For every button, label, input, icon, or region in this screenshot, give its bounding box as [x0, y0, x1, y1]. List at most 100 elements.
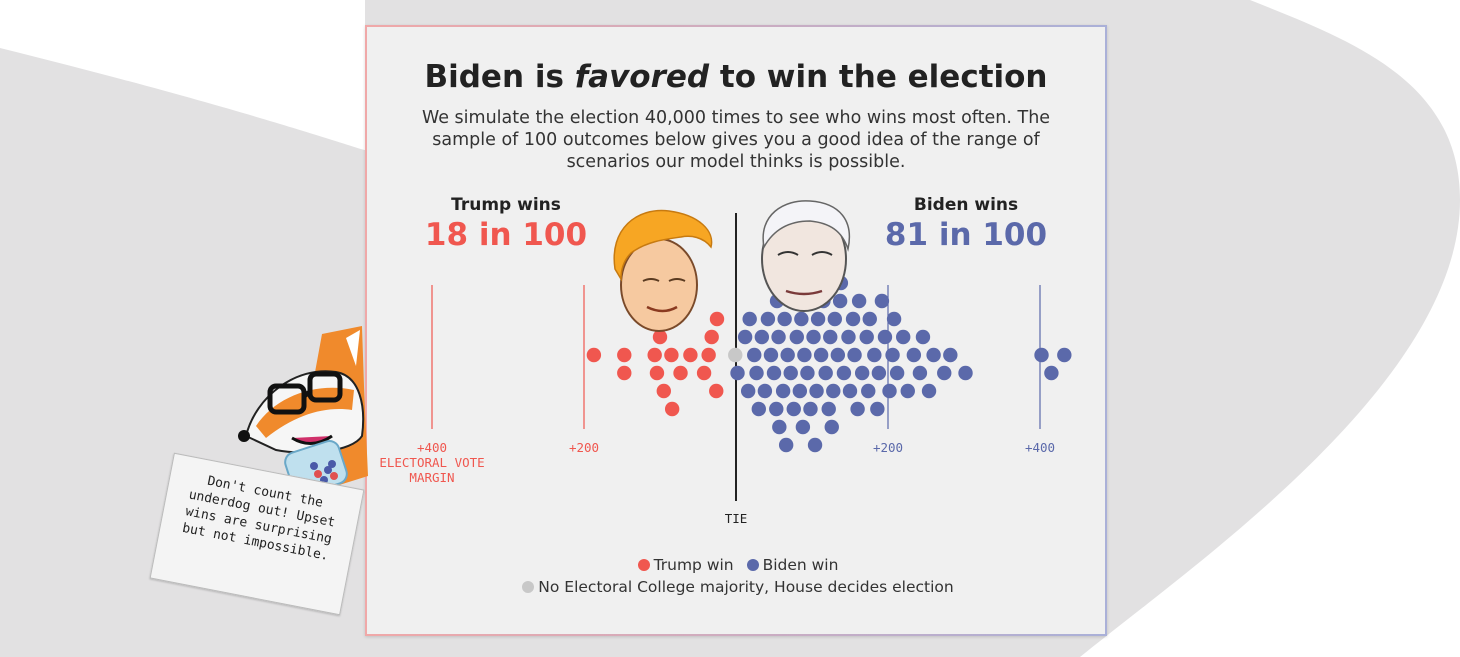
trump-win-dot: [709, 311, 725, 327]
biden-win-dot: [794, 311, 809, 327]
biden-win-dot: [845, 311, 861, 327]
biden-win-dot: [871, 365, 887, 381]
legend-house-label: No Electoral College majority, House dec…: [538, 578, 954, 596]
biden-win-dot: [818, 365, 833, 381]
trump-wins-label: Trump wins: [451, 195, 561, 215]
biden-win-dot: [772, 419, 787, 435]
biden-win-dot: [780, 347, 795, 363]
biden-win-dot: [769, 401, 784, 417]
biden-win-dot: [760, 311, 776, 327]
biden-win-dot: [1034, 347, 1049, 363]
underdog-note-text: Don't count the underdog out! Upset wins…: [180, 473, 337, 564]
biden-win-dot: [958, 365, 973, 381]
trump-win-dot: [617, 347, 632, 363]
trump-win-dot: [701, 347, 716, 363]
trump-win-dot: [649, 365, 665, 381]
biden-win-dot: [809, 383, 824, 399]
biden-illustration: [761, 200, 850, 312]
biden-win-dot: [757, 383, 773, 399]
biden-win-dot: [749, 365, 764, 381]
biden-win-dot: [906, 347, 922, 363]
biden-win-dot: [740, 383, 756, 399]
forecast-card: Biden is favored to win the election We …: [365, 25, 1107, 636]
biden-win-dot: [874, 293, 890, 309]
biden-win-dot: [747, 347, 762, 363]
biden-win-dot: [800, 365, 815, 381]
biden-win-dot: [867, 347, 882, 363]
biden-win-dot: [900, 383, 915, 399]
biden-win-dot: [810, 311, 826, 327]
chart-title: Biden is favored to win the election: [424, 59, 1048, 95]
biden-win-dot: [832, 293, 848, 309]
legend-biden-label: Biden win: [762, 556, 839, 574]
biden-legend-dot: [746, 559, 759, 571]
biden-win-dot: [847, 347, 862, 363]
biden-win-dot: [786, 401, 801, 417]
trump-win-dot: [704, 329, 719, 345]
biden-win-dot: [889, 365, 905, 381]
biden-win-dot: [870, 401, 885, 417]
trump-legend-dot: [637, 559, 650, 571]
biden-win-dot: [859, 329, 874, 345]
axis-tick-label: +400: [1025, 440, 1055, 455]
biden-win-dot: [754, 329, 770, 345]
house-legend-dot: [522, 581, 535, 593]
trump-wins-count: 18 in 100: [424, 217, 588, 253]
trump-summary: Trump wins 18 in 100: [396, 195, 616, 253]
biden-win-dot: [792, 383, 808, 399]
biden-win-dot: [821, 401, 836, 417]
biden-win-dot: [777, 311, 792, 327]
biden-win-dot: [915, 329, 931, 345]
biden-win-dot: [797, 347, 812, 363]
biden-win-dot: [751, 401, 766, 417]
trump-win-dot: [673, 365, 688, 381]
biden-win-dot: [807, 437, 823, 453]
biden-win-dot: [921, 383, 937, 399]
biden-win-dot: [771, 329, 786, 345]
biden-win-dot: [926, 347, 941, 363]
legend-row-wins: Trump win Biden win: [367, 556, 1105, 574]
biden-win-dot: [742, 311, 757, 327]
trump-win-dot: [664, 401, 680, 417]
biden-win-dot: [795, 419, 811, 435]
biden-win-dot: [854, 365, 870, 381]
biden-win-dot: [823, 329, 838, 345]
trump-win-dot: [617, 365, 632, 381]
biden-win-dot: [763, 347, 779, 363]
biden-win-dot: [824, 419, 839, 435]
biden-win-dot: [882, 383, 897, 399]
biden-win-dot: [861, 383, 876, 399]
biden-win-dot: [943, 347, 958, 363]
biden-win-dot: [775, 383, 791, 399]
axis-tick-label: +200: [873, 440, 903, 455]
chart-subtitle: We simulate the election 40,000 times to…: [421, 108, 1051, 172]
biden-win-dot: [783, 365, 798, 381]
fox-mascot-illustration: [238, 326, 368, 496]
biden-summary: Biden wins 81 in 100: [856, 195, 1076, 253]
trump-win-dot: [696, 365, 712, 381]
biden-win-dot: [766, 365, 782, 381]
axis-title: ELECTORAL VOTE: [379, 455, 484, 470]
trump-win-dot: [664, 347, 679, 363]
trump-illustration: [613, 209, 713, 332]
trump-win-dot: [586, 347, 602, 363]
axis-tick-label: +400: [417, 440, 447, 455]
biden-wins-label: Biden wins: [913, 195, 1019, 215]
biden-win-dot: [737, 329, 753, 345]
biden-win-dot: [896, 329, 911, 345]
biden-win-dot: [1057, 347, 1072, 363]
biden-win-dot: [803, 401, 818, 417]
biden-win-dot: [826, 383, 841, 399]
biden-win-dot: [885, 347, 900, 363]
biden-win-dot: [778, 437, 794, 453]
biden-win-dot: [851, 293, 867, 309]
legend-row-house: No Electoral College majority, House dec…: [367, 578, 1105, 596]
trump-win-dot: [709, 383, 724, 399]
tie-label: TIE: [725, 511, 748, 526]
biden-win-dot: [937, 365, 952, 381]
trump-win-dot: [652, 329, 668, 345]
biden-win-dot: [862, 311, 877, 327]
biden-win-dot: [813, 347, 829, 363]
